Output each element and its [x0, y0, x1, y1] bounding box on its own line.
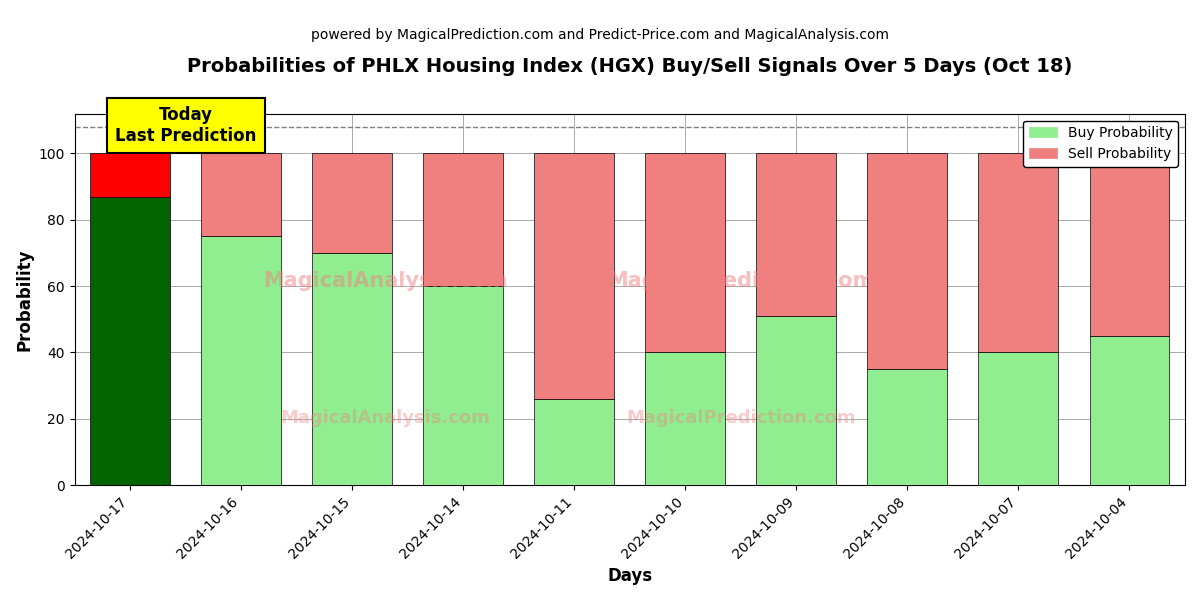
Text: MagicalPrediction.com: MagicalPrediction.com	[607, 271, 875, 291]
Text: MagicalAnalysis.com: MagicalAnalysis.com	[281, 409, 491, 427]
Title: Probabilities of PHLX Housing Index (HGX) Buy/Sell Signals Over 5 Days (Oct 18): Probabilities of PHLX Housing Index (HGX…	[187, 57, 1073, 76]
Bar	[90, 197, 170, 485]
Bar	[424, 286, 503, 485]
Text: powered by MagicalPrediction.com and Predict-Price.com and MagicalAnalysis.com: powered by MagicalPrediction.com and Pre…	[311, 28, 889, 42]
Legend: Buy Probability, Sell Probability: Buy Probability, Sell Probability	[1024, 121, 1178, 167]
Y-axis label: Probability: Probability	[16, 248, 34, 350]
Bar	[978, 154, 1058, 352]
Bar	[978, 352, 1058, 485]
Bar	[868, 154, 947, 369]
Bar	[534, 154, 614, 399]
Bar	[756, 154, 836, 316]
Bar	[868, 369, 947, 485]
Bar	[646, 154, 725, 352]
Bar	[1090, 336, 1170, 485]
Bar	[90, 154, 170, 197]
X-axis label: Days: Days	[607, 567, 653, 585]
Bar	[202, 236, 281, 485]
Text: Today
Last Prediction: Today Last Prediction	[115, 106, 257, 145]
Bar	[202, 154, 281, 236]
Bar	[1090, 154, 1170, 336]
Bar	[534, 399, 614, 485]
Bar	[424, 154, 503, 286]
Bar	[756, 316, 836, 485]
Bar	[312, 154, 392, 253]
Text: MagicalPrediction.com: MagicalPrediction.com	[626, 409, 856, 427]
Text: MagicalAnalysis.com: MagicalAnalysis.com	[263, 271, 508, 291]
Bar	[646, 352, 725, 485]
Bar	[312, 253, 392, 485]
